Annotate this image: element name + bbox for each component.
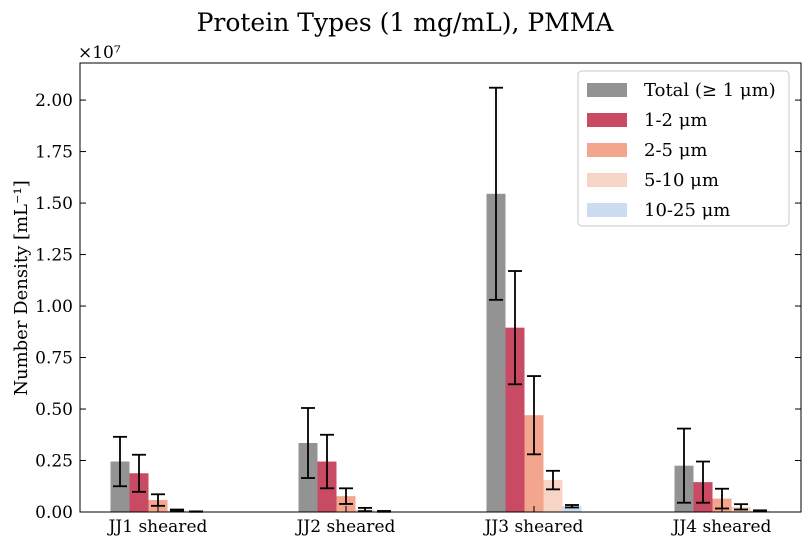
legend-swatch-5 (587, 203, 627, 217)
bar-3-3 (524, 415, 544, 512)
y-tick-label: 1.50 (35, 194, 73, 214)
legend-label-1: Total (≥ 1 μm) (644, 80, 776, 101)
error-bar-4-2 (358, 506, 372, 513)
error-bar-3-2 (339, 487, 353, 505)
bar-5-3 (562, 506, 582, 512)
legend-label-4: 5-10 μm (644, 170, 719, 191)
bars-layer (110, 193, 770, 513)
error-bar-3-1 (151, 493, 165, 507)
legend-label-3: 2-5 μm (644, 140, 707, 161)
legend-swatch-4 (587, 173, 627, 187)
error-bar-1-1 (113, 435, 127, 488)
error-bar-2-2 (320, 433, 334, 490)
error-bar-3-3 (527, 375, 541, 456)
y-tick-label: 0.00 (35, 503, 73, 523)
legend-label-5: 10-25 μm (644, 200, 730, 221)
error-bar-5-3 (565, 504, 579, 509)
x-tick-label: JJ2 sheared (295, 517, 396, 537)
plot-frame (79, 62, 802, 513)
y-tick-label: 2.00 (35, 91, 73, 111)
legend-swatch-3 (587, 143, 627, 157)
legend-swatch-1 (587, 83, 627, 97)
error-bar-1-2 (301, 407, 315, 479)
legend: Total (≥ 1 μm) 1-2 μm 2-5 μm 5-10 μm 10-25 μ… (577, 70, 790, 227)
y-axis-label: Number Density [mL⁻¹] (11, 180, 32, 396)
bar-1-3 (486, 193, 506, 513)
y-tick-label: 1.25 (35, 246, 73, 266)
y-tick-label: 0.25 (35, 452, 73, 472)
y-tick-label: 1.00 (35, 297, 73, 317)
x-tick-label: JJ1 sheared (107, 517, 208, 537)
legend-box (577, 70, 790, 227)
error-bar-5-4 (753, 509, 767, 513)
y-axis-ticks: 0.00 0.25 0.50 0.75 1.00 1.25 1.50 1.75 2.00 (35, 91, 801, 523)
x-tick-label: JJ4 sheared (671, 517, 772, 537)
error-bar-1-3 (489, 86, 503, 301)
error-bars-layer (113, 86, 767, 513)
y-tick-label: 1.75 (35, 143, 73, 163)
y-tick-label: 0.50 (35, 400, 73, 420)
y-tick-label: 0.75 (35, 349, 73, 369)
x-tick-label: JJ3 sheared (483, 517, 584, 537)
y-axis-multiplier: ×10⁷ (78, 43, 121, 63)
error-bar-2-4 (696, 460, 710, 504)
error-bar-2-1 (132, 453, 146, 493)
error-bar-4-4 (734, 503, 748, 511)
error-bar-4-3 (546, 469, 560, 491)
legend-swatch-2 (587, 113, 627, 127)
error-bar-4-1 (170, 508, 184, 513)
error-bar-2-3 (508, 270, 522, 386)
x-axis-ticks: JJ1 sheared JJ2 sheared JJ3 sheared JJ4 she… (107, 506, 772, 537)
bar-4-3 (543, 480, 563, 512)
chart-title: Protein Types (1 mg/mL), PMMA (197, 8, 615, 37)
error-bar-1-4 (677, 427, 691, 504)
bar-2-3 (505, 327, 525, 512)
legend-label-2: 1-2 μm (644, 110, 707, 131)
